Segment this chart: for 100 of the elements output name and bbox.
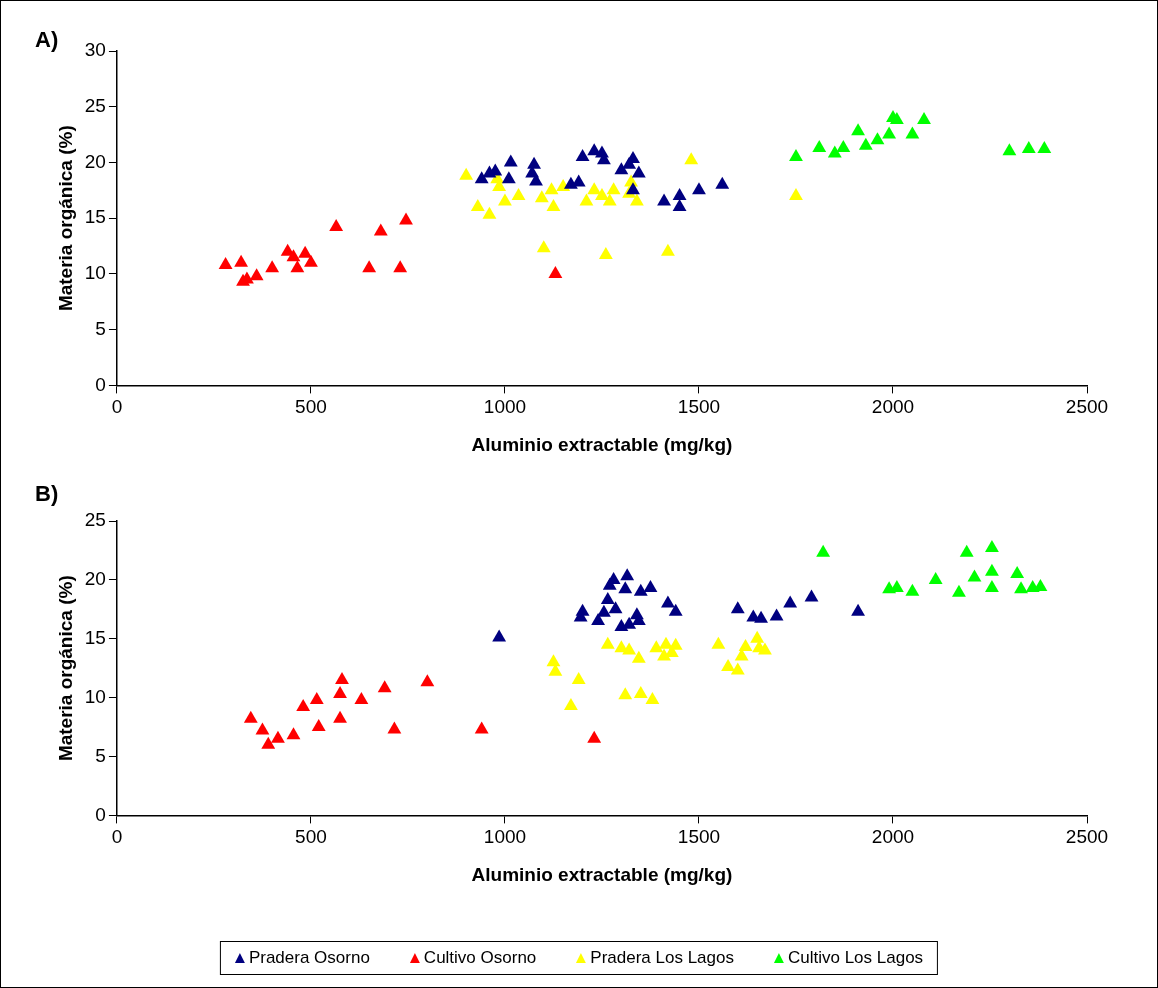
x-tick-label: 1000 [483,396,527,418]
point [1010,565,1025,578]
point [730,662,745,675]
point [482,206,497,219]
point [730,601,745,614]
y-tick-label: 5 [95,317,106,339]
point [928,571,943,584]
point [614,162,629,175]
point [985,540,999,553]
point [501,171,516,184]
point [571,671,586,684]
y-tick-label: 5 [95,744,106,766]
point [354,692,369,704]
point [827,145,842,158]
point [661,595,675,608]
point [1014,581,1028,594]
point [393,260,408,273]
x-tick-label: 1000 [483,826,527,848]
point [812,139,827,152]
point [271,730,285,743]
point [870,132,885,145]
point [373,223,388,236]
point [618,687,633,700]
point [527,156,541,169]
point [905,583,920,596]
point [474,721,489,734]
point [333,710,347,723]
point [626,182,640,195]
point [606,571,621,584]
point [721,659,735,672]
x-tick-label: 0 [111,396,123,418]
point [672,199,687,212]
point [564,697,578,710]
point [711,636,726,649]
point [905,126,920,139]
point [608,601,623,614]
point [967,569,982,582]
x-tick-label: 0 [111,826,123,848]
point [672,187,687,200]
point [399,212,413,225]
point [606,182,621,195]
point [622,616,637,629]
point [1021,141,1036,154]
point [645,692,660,704]
point [1002,143,1017,156]
point [575,148,590,161]
point [602,193,617,206]
point [789,148,803,161]
point [290,260,305,273]
point [304,254,318,267]
point [536,240,551,253]
point [459,167,474,180]
point [631,650,646,663]
x-axis-title: Aluminio extractable (mg/kg) [471,863,733,885]
point [985,580,999,593]
point [243,710,258,723]
point [917,112,931,125]
point [985,563,999,576]
point [715,176,730,189]
x-tick-label: 2500 [1065,826,1109,848]
point [882,126,897,139]
point [750,630,765,643]
point [596,604,611,617]
x-tick-label: 1500 [677,826,721,848]
y-tick-label: 0 [95,373,106,395]
point [286,727,301,740]
point [311,719,326,732]
x-tick-label: 500 [295,396,327,418]
x-tick-label: 2000 [871,826,915,848]
point [618,581,633,594]
point [758,642,772,655]
point [546,654,561,667]
point [816,544,831,557]
point [309,692,324,704]
y-tick-label: 0 [95,803,106,825]
point [333,686,347,699]
x-axis-title: Aluminio extractable (mg/kg) [471,433,733,455]
y-axis-title: Materia orgánica (%) [54,125,76,312]
point [738,639,753,651]
point [661,243,675,256]
point [335,671,349,684]
point [591,613,606,626]
point [548,265,563,278]
y-tick-label: 15 [84,206,106,228]
chart-title: B) [35,481,59,507]
point [544,182,559,195]
point [692,182,706,195]
point [234,254,249,267]
point [387,721,402,734]
y-tick-label: 20 [84,150,106,172]
point [959,544,974,557]
y-axis-title: Materia orgánica (%) [54,575,76,762]
point [858,137,873,150]
point [952,584,966,597]
point [668,603,683,616]
point [529,173,543,186]
point [587,182,602,195]
y-tick-label: 25 [84,94,106,116]
point [298,245,313,258]
point [546,199,561,212]
